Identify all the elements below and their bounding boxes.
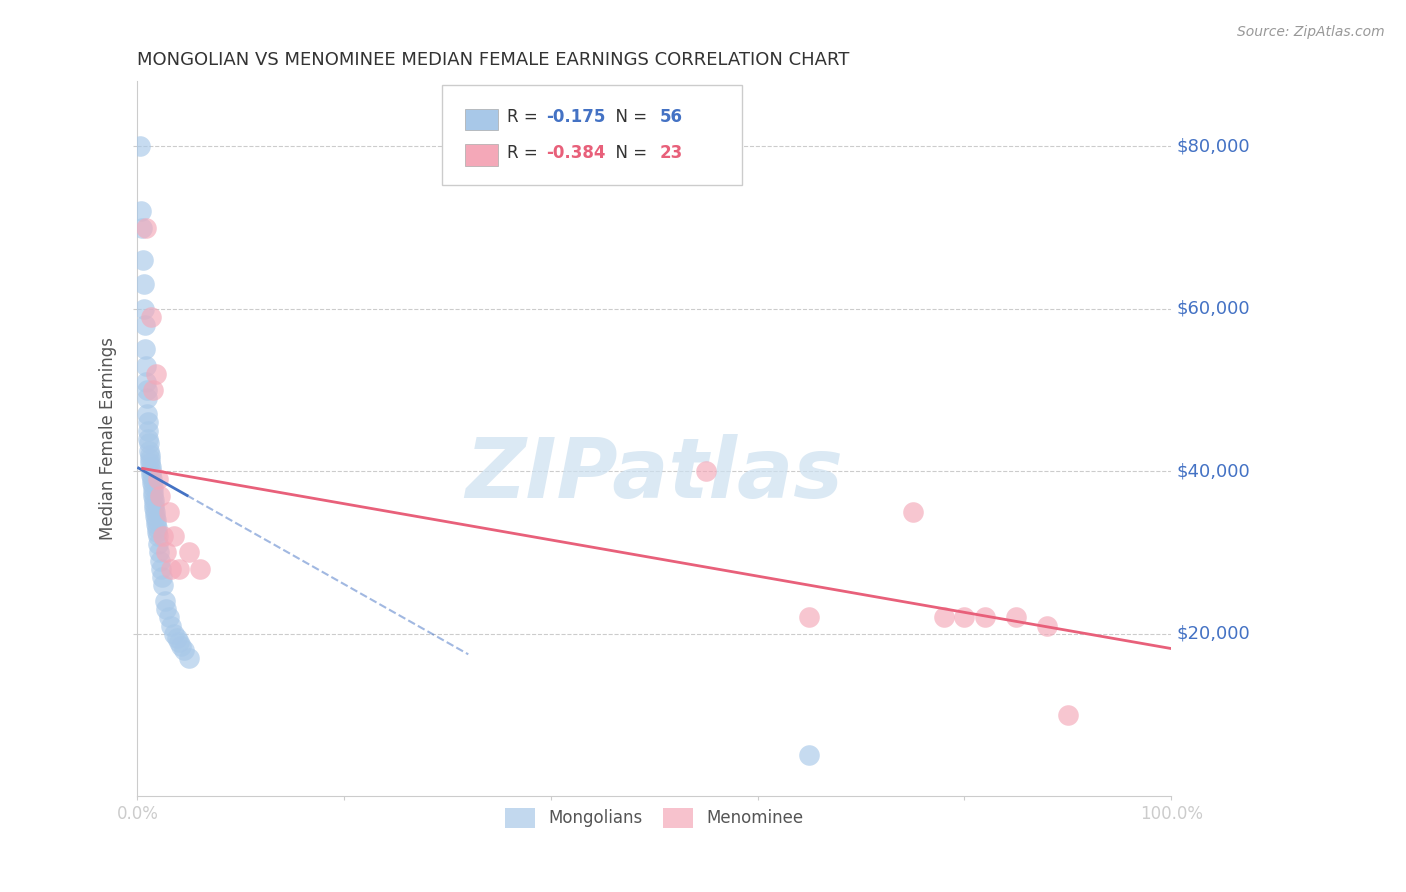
Point — [139, 468, 162, 483]
Point — [173, 643, 195, 657]
Text: R =: R = — [506, 144, 543, 161]
Point — [159, 618, 181, 632]
Point — [139, 310, 162, 324]
Point — [131, 253, 153, 268]
Point — [146, 537, 169, 551]
Point — [1005, 610, 1028, 624]
Point — [150, 562, 173, 576]
Point — [143, 508, 166, 523]
Point — [129, 204, 152, 219]
Point — [135, 359, 157, 373]
Point — [157, 505, 180, 519]
Point — [141, 472, 163, 486]
Point — [134, 318, 156, 332]
FancyBboxPatch shape — [443, 85, 742, 185]
Point — [152, 578, 174, 592]
Point — [136, 416, 159, 430]
Text: R =: R = — [506, 108, 543, 126]
Point — [155, 602, 177, 616]
Point — [146, 521, 169, 535]
Text: 23: 23 — [659, 144, 683, 161]
Point — [136, 424, 159, 438]
Point — [142, 489, 165, 503]
Text: Source: ZipAtlas.com: Source: ZipAtlas.com — [1237, 25, 1385, 39]
Point — [932, 610, 955, 624]
Point — [166, 631, 188, 645]
Point — [170, 639, 193, 653]
Point — [139, 448, 162, 462]
Point — [146, 525, 169, 540]
Point — [139, 460, 162, 475]
Point — [155, 545, 177, 559]
Point — [1036, 618, 1059, 632]
Point — [142, 484, 165, 499]
Point — [142, 383, 165, 397]
FancyBboxPatch shape — [465, 145, 498, 166]
Point — [159, 562, 181, 576]
Text: $20,000: $20,000 — [1177, 624, 1250, 642]
Point — [138, 435, 160, 450]
Point — [143, 497, 166, 511]
Point — [179, 545, 201, 559]
Point — [139, 456, 162, 470]
Point — [138, 443, 160, 458]
Point — [143, 492, 166, 507]
Point — [695, 464, 717, 478]
Point — [145, 367, 167, 381]
Point — [142, 480, 165, 494]
Point — [157, 610, 180, 624]
Point — [139, 452, 162, 467]
Text: $40,000: $40,000 — [1177, 462, 1250, 480]
Text: $60,000: $60,000 — [1177, 300, 1250, 318]
Point — [145, 516, 167, 531]
Point — [131, 220, 153, 235]
Point — [799, 610, 821, 624]
Text: -0.175: -0.175 — [546, 108, 605, 126]
Point — [901, 505, 924, 519]
Point — [145, 513, 167, 527]
Point — [188, 562, 211, 576]
Point — [149, 489, 172, 503]
Y-axis label: Median Female Earnings: Median Female Earnings — [100, 337, 117, 541]
Point — [150, 570, 173, 584]
Point — [799, 748, 821, 763]
Point — [179, 651, 201, 665]
Point — [163, 626, 186, 640]
Point — [132, 301, 155, 316]
Point — [152, 529, 174, 543]
Point — [135, 408, 157, 422]
Text: N =: N = — [605, 108, 652, 126]
Point — [134, 343, 156, 357]
Point — [135, 383, 157, 397]
Text: N =: N = — [605, 144, 652, 161]
Point — [146, 472, 169, 486]
Point — [148, 545, 170, 559]
Point — [135, 375, 157, 389]
Text: -0.384: -0.384 — [546, 144, 606, 161]
Point — [167, 634, 190, 648]
Point — [139, 464, 162, 478]
Point — [143, 500, 166, 515]
Point — [1056, 707, 1078, 722]
Point — [149, 553, 172, 567]
Point — [141, 476, 163, 491]
Point — [146, 529, 169, 543]
Point — [155, 594, 177, 608]
Point — [128, 139, 150, 153]
Point — [953, 610, 976, 624]
Text: 56: 56 — [659, 108, 682, 126]
Point — [974, 610, 997, 624]
Text: MONGOLIAN VS MENOMINEE MEDIAN FEMALE EARNINGS CORRELATION CHART: MONGOLIAN VS MENOMINEE MEDIAN FEMALE EAR… — [138, 51, 849, 69]
Point — [136, 432, 159, 446]
Point — [167, 562, 190, 576]
Point — [132, 277, 155, 292]
Point — [135, 391, 157, 405]
Point — [163, 529, 186, 543]
Point — [135, 220, 157, 235]
Text: ZIPatlas: ZIPatlas — [465, 434, 844, 515]
FancyBboxPatch shape — [465, 109, 498, 130]
Point — [143, 505, 166, 519]
Text: $80,000: $80,000 — [1177, 137, 1250, 155]
Legend: Mongolians, Menominee: Mongolians, Menominee — [499, 802, 810, 834]
